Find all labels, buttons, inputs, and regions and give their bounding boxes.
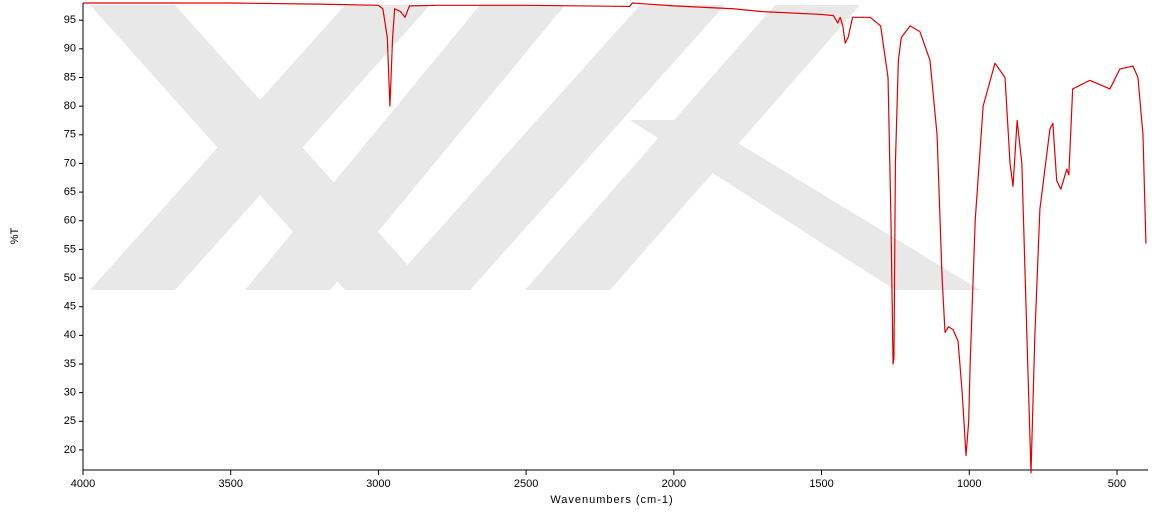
y-tick-label: 45 [64,301,76,313]
y-tick-label: 30 [64,387,76,399]
x-tick-label: 1500 [809,478,833,490]
x-axis-label: Wavenumbers (cm-1) [550,494,673,506]
y-tick-label: 70 [64,157,76,169]
x-tick-label: 2500 [514,478,538,490]
y-tick-label: 95 [64,14,76,26]
y-tick-label: 35 [64,358,76,370]
x-tick-label: 1000 [957,478,981,490]
x-tick-label: 2000 [662,478,686,490]
y-tick-label: 80 [64,100,76,112]
y-tick-label: 90 [64,43,76,55]
y-tick-label: 55 [64,243,76,255]
y-tick-label: 65 [64,186,76,198]
y-tick-label: 75 [64,129,76,141]
x-tick-label: 3000 [366,478,390,490]
x-tick-label: 3500 [218,478,242,490]
y-tick-label: 25 [64,415,76,427]
x-tick-label: 500 [1108,478,1126,490]
chart: %T Wavenumbers (cm-1) 20 25 30 35 40 45 50 55 60… [0,0,1163,517]
y-tick-label: 40 [64,329,76,341]
x-tick-label: 4000 [71,478,95,490]
y-axis-label: %T [9,227,21,244]
y-tick-label: 50 [64,272,76,284]
y-tick-label: 85 [64,71,76,83]
y-tick-label: 20 [64,444,76,456]
watermark [90,5,980,290]
y-tick-label: 60 [64,215,76,227]
